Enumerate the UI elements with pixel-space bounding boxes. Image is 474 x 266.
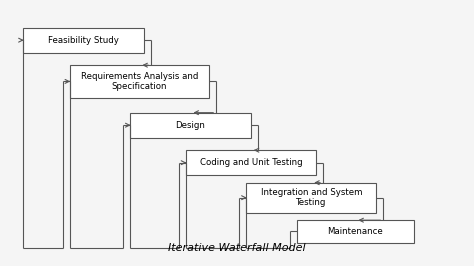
FancyBboxPatch shape (186, 150, 316, 175)
FancyBboxPatch shape (70, 65, 209, 98)
Text: Iterative Waterfall Model: Iterative Waterfall Model (168, 243, 306, 253)
Text: Maintenance: Maintenance (328, 227, 383, 236)
FancyBboxPatch shape (130, 113, 251, 138)
Text: Design: Design (175, 121, 206, 130)
Text: Requirements Analysis and
Specification: Requirements Analysis and Specification (81, 72, 198, 91)
FancyBboxPatch shape (246, 183, 376, 213)
FancyBboxPatch shape (23, 28, 144, 53)
Text: Feasibility Study: Feasibility Study (48, 36, 119, 45)
FancyBboxPatch shape (297, 220, 413, 243)
Text: Integration and System
Testing: Integration and System Testing (261, 188, 362, 207)
Text: Coding and Unit Testing: Coding and Unit Testing (200, 158, 302, 167)
